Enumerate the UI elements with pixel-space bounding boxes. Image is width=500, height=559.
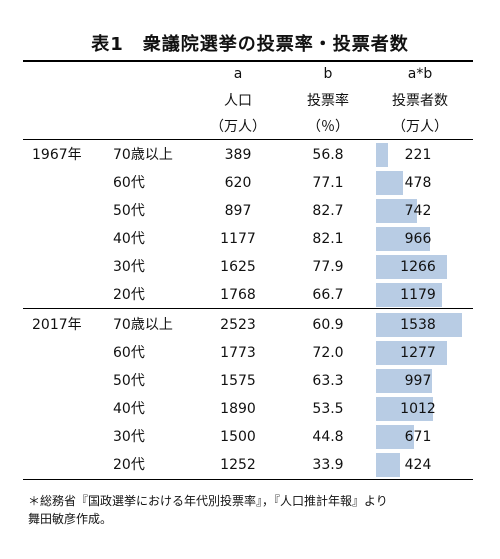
age-group-label: 30代 [113, 429, 145, 445]
age-group-label: 30代 [113, 259, 145, 275]
population-cell: 1890 [220, 401, 256, 417]
voters-bar [376, 341, 447, 365]
age-group-label: 60代 [113, 175, 145, 191]
voters-bar [376, 425, 414, 449]
turnout-cell: 66.7 [312, 287, 344, 303]
population-cell: 1500 [220, 429, 256, 445]
turnout-cell: 77.1 [312, 175, 344, 191]
turnout-cell: 63.3 [312, 373, 344, 389]
voters-bar [376, 313, 462, 337]
source-note-line-1: ＊総務省『国政選挙における年代別投票率』，『人口推計年報』より [28, 494, 388, 508]
voters-cell: 966 [404, 231, 432, 247]
header-turnout-unit: （％） [307, 119, 349, 135]
population-cell: 389 [224, 147, 252, 163]
age-group-label: 40代 [113, 231, 145, 247]
voters-cell: 221 [404, 147, 432, 163]
voters-cell: 478 [404, 175, 432, 191]
population-cell: 1768 [220, 287, 256, 303]
turnout-cell: 53.5 [312, 401, 344, 417]
header-rule [23, 139, 473, 140]
header-turnout-label: 投票率 [307, 93, 349, 109]
header-turnout-mark: b [323, 66, 333, 82]
voters-cell: 671 [404, 429, 432, 445]
turnout-cell: 56.8 [312, 147, 344, 163]
voters-bar [376, 397, 433, 421]
age-group-label: 20代 [113, 287, 145, 303]
turnout-cell: 77.9 [312, 259, 344, 275]
header-population-label: 人口 [224, 93, 252, 109]
population-cell: 1625 [220, 259, 256, 275]
age-group-label: 70歳以上 [113, 147, 173, 163]
turnout-cell: 44.8 [312, 429, 344, 445]
voters-cell: 997 [404, 373, 432, 389]
voters-bar [376, 227, 430, 251]
voters-bar [376, 283, 442, 307]
voters-cell: 1266 [400, 259, 436, 275]
turnout-cell: 82.7 [312, 203, 344, 219]
voters-cell: 424 [404, 457, 432, 473]
population-cell: 1252 [220, 457, 256, 473]
group-divider-rule [23, 308, 473, 309]
turnout-cell: 72.0 [312, 345, 344, 361]
table-title: 表1 衆議院選挙の投票率・投票者数 [91, 34, 409, 55]
turnout-cell: 60.9 [312, 317, 344, 333]
population-cell: 897 [224, 203, 252, 219]
age-group-label: 40代 [113, 401, 145, 417]
voters-bar [376, 171, 403, 195]
year-label: 1967年 [32, 147, 82, 163]
voters-cell: 1277 [400, 345, 436, 361]
header-population-mark: a [233, 66, 243, 82]
voters-cell: 1179 [400, 287, 436, 303]
age-group-label: 70歳以上 [113, 317, 173, 333]
voters-bar [376, 143, 388, 167]
source-note-line-2: 舞田敏彦作成。 [28, 512, 113, 526]
turnout-cell: 82.1 [312, 231, 344, 247]
population-cell: 1575 [220, 373, 256, 389]
turnout-cell: 33.9 [312, 457, 344, 473]
population-cell: 1773 [220, 345, 256, 361]
voters-bar [376, 255, 447, 279]
age-group-label: 50代 [113, 203, 145, 219]
voters-cell: 742 [404, 203, 432, 219]
population-cell: 620 [224, 175, 252, 191]
header-voters-label: 投票者数 [392, 93, 448, 109]
population-cell: 1177 [220, 231, 256, 247]
top-rule [23, 60, 473, 62]
voters-cell: 1538 [400, 317, 436, 333]
voters-bar [376, 369, 432, 393]
age-group-label: 20代 [113, 457, 145, 473]
age-group-label: 50代 [113, 373, 145, 389]
bottom-rule [23, 479, 473, 480]
year-label: 2017年 [32, 317, 82, 333]
header-voters-unit: （万人） [392, 119, 448, 135]
voters-bar [376, 453, 400, 477]
header-population-unit: （万人） [210, 119, 266, 135]
voters-cell: 1012 [400, 401, 436, 417]
voters-bar [376, 199, 417, 223]
age-group-label: 60代 [113, 345, 145, 361]
population-cell: 2523 [220, 317, 256, 333]
header-voters-mark: a*b [407, 66, 433, 82]
